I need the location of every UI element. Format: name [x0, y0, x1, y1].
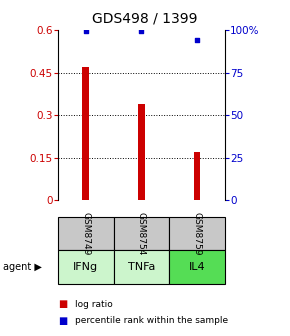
Point — [84, 29, 88, 34]
Bar — [194, 152, 200, 200]
Text: GSM8759: GSM8759 — [193, 212, 202, 255]
Text: GDS498 / 1399: GDS498 / 1399 — [92, 12, 198, 26]
Text: log ratio: log ratio — [75, 300, 113, 308]
Text: ■: ■ — [58, 299, 67, 309]
Text: GSM8749: GSM8749 — [81, 212, 90, 255]
Text: TNFa: TNFa — [128, 262, 155, 272]
Point — [139, 29, 144, 34]
Bar — [82, 67, 89, 200]
Text: IL4: IL4 — [189, 262, 205, 272]
Point — [195, 38, 199, 43]
Text: GSM8754: GSM8754 — [137, 212, 146, 255]
Text: agent ▶: agent ▶ — [3, 262, 42, 272]
Text: IFNg: IFNg — [73, 262, 98, 272]
Text: percentile rank within the sample: percentile rank within the sample — [75, 317, 229, 325]
Bar — [138, 104, 145, 200]
Text: ■: ■ — [58, 316, 67, 326]
